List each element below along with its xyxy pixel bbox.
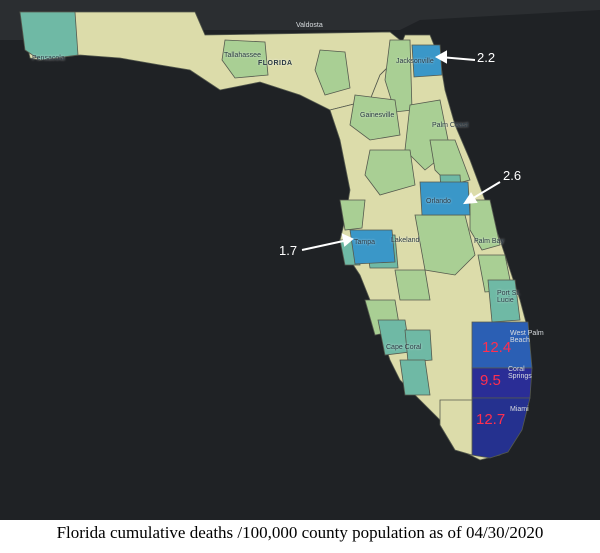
city-label-gainesville: Gainesville <box>360 112 395 119</box>
city-label-orlando: Orlando <box>426 198 451 205</box>
rate-label-broward: 9.5 <box>480 372 501 389</box>
rate-label-palm-beach: 12.4 <box>482 339 512 356</box>
state-label: FLORIDA <box>258 60 293 67</box>
city-label-tallahassee: Tallahassee <box>224 52 261 59</box>
city-label-lakeland: Lakeland <box>391 237 420 244</box>
choropleth-map: FLORIDA Valdosta Pensacola Tallahassee J… <box>0 0 600 520</box>
rate-label-jacksonville: 2.2 <box>477 50 496 65</box>
city-label-cape-coral: Cape Coral <box>386 344 422 351</box>
annotation-arrows <box>301 50 501 251</box>
city-label-port-st-lucie: Port St. Lucie <box>497 290 521 304</box>
county-monroe <box>439 399 473 456</box>
county-orange <box>419 181 471 216</box>
panhandle <box>19 11 401 111</box>
city-label-palm-coast: Palm Coast <box>432 122 469 129</box>
county-duval <box>411 44 443 78</box>
city-label-pensacola: Pensacola <box>32 55 65 62</box>
city-label-miami: Miami <box>510 406 529 413</box>
city-label-west-palm-beach: West Palm Beach <box>510 330 544 344</box>
county-hillsborough <box>349 229 396 265</box>
city-label-valdosta: Valdosta <box>296 22 323 29</box>
rate-label-orlando: 2.6 <box>503 168 522 183</box>
city-label-coral-springs: Coral Springs <box>508 366 532 380</box>
county-mid <box>221 39 513 336</box>
city-label-palm-bay: Palm Bay <box>474 238 504 245</box>
rate-label-miami-dade: 12.7 <box>476 411 506 428</box>
city-label-tampa: Tampa <box>354 239 376 246</box>
city-label-jacksonville: Jacksonville <box>396 58 434 65</box>
rate-label-tampa: 1.7 <box>279 243 298 258</box>
map-canvas <box>0 0 600 461</box>
figure-caption: Florida cumulative deaths /100,000 count… <box>56 523 544 542</box>
county-blue <box>349 44 471 265</box>
